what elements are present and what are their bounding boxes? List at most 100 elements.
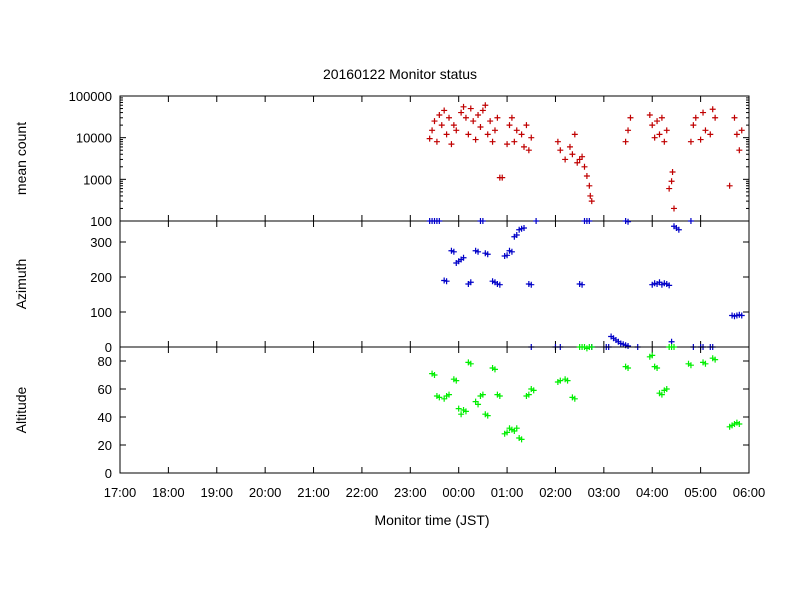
data-point (579, 153, 586, 160)
data-point (491, 366, 498, 373)
data-point (494, 114, 501, 121)
data-point (557, 377, 564, 384)
data-point (738, 127, 745, 134)
data-point (651, 134, 658, 141)
data-point (579, 281, 586, 288)
data-point (528, 281, 535, 288)
data-point (566, 143, 573, 150)
data-point (661, 138, 668, 145)
data-point (436, 111, 443, 118)
data-point (479, 107, 486, 114)
data-point (513, 127, 520, 134)
data-point (482, 102, 489, 109)
data-point (668, 338, 675, 345)
data-point (625, 365, 632, 371)
data-point (649, 352, 656, 359)
x-tick-label: 02:00 (539, 485, 572, 500)
data-point (511, 138, 518, 145)
data-point (736, 147, 743, 154)
data-point (528, 134, 535, 141)
data-point (533, 218, 540, 224)
data-point (499, 174, 506, 181)
y-tick-label: 100 (90, 305, 112, 320)
data-point (700, 109, 707, 116)
data-point (658, 114, 665, 121)
x-tick-label: 05:00 (684, 485, 717, 500)
x-tick-label: 19:00 (200, 485, 233, 500)
data-point (669, 168, 676, 175)
data-point (726, 182, 733, 189)
data-point (583, 173, 590, 180)
data-point (518, 436, 525, 443)
data-point (513, 232, 520, 238)
y-tick-label: 60 (98, 382, 112, 397)
data-point (622, 138, 629, 145)
x-tick-label: 20:00 (249, 485, 282, 500)
data-point (675, 226, 682, 233)
data-point (571, 131, 578, 138)
data-point (736, 421, 743, 427)
data-point (467, 360, 474, 367)
data-point (530, 387, 537, 394)
data-point (484, 412, 491, 419)
data-point (712, 356, 719, 363)
data-point (467, 279, 474, 286)
y-tick-label: 0 (105, 466, 112, 481)
data-point (496, 281, 503, 288)
data-point (450, 248, 457, 255)
x-tick-label: 23:00 (394, 485, 427, 500)
y-axis-label: mean count (13, 122, 29, 195)
data-point (484, 251, 491, 258)
x-tick-label: 04:00 (636, 485, 669, 500)
data-point (431, 372, 438, 378)
data-point (475, 111, 482, 118)
data-point (525, 391, 532, 398)
data-point (479, 218, 486, 224)
data-point (654, 118, 661, 125)
data-point (709, 106, 716, 113)
data-point (646, 111, 653, 118)
data-point (587, 192, 594, 199)
y-tick-label: 10000 (76, 131, 112, 146)
panel-0: 100 1000 10000 100000 mean count (13, 89, 750, 229)
data-point (443, 131, 450, 138)
data-point (446, 114, 453, 121)
data-point (448, 141, 455, 148)
data-point (731, 114, 738, 121)
data-point (671, 205, 678, 212)
data-point (687, 362, 694, 369)
x-tick-label: 18:00 (152, 485, 185, 500)
y-tick-label: 80 (98, 354, 112, 369)
data-point (460, 103, 467, 110)
data-point (438, 122, 445, 129)
data-point (436, 218, 443, 224)
data-point (506, 122, 513, 129)
data-point (588, 198, 595, 205)
data-point (443, 278, 450, 285)
data-point (574, 159, 581, 166)
data-point (671, 344, 678, 350)
y-axis-label: Azimuth (13, 259, 29, 310)
data-point (429, 127, 436, 134)
data-point (477, 124, 484, 131)
x-tick-label: 00:00 (442, 485, 475, 500)
data-point (663, 127, 670, 134)
data-point (707, 131, 714, 138)
data-point (504, 429, 511, 436)
data-point (489, 138, 496, 145)
x-tick-label: 21:00 (297, 485, 330, 500)
data-point (581, 163, 588, 170)
data-point (692, 114, 699, 121)
data-point (663, 386, 670, 392)
data-point (625, 342, 632, 349)
data-point (586, 218, 593, 224)
data-point (479, 391, 486, 398)
data-point (465, 131, 472, 138)
data-point (702, 360, 709, 367)
data-point (668, 178, 675, 185)
x-axis-label: Monitor time (JST) (374, 512, 489, 528)
data-point (491, 127, 498, 134)
data-point (666, 282, 673, 289)
data-point (733, 131, 740, 138)
